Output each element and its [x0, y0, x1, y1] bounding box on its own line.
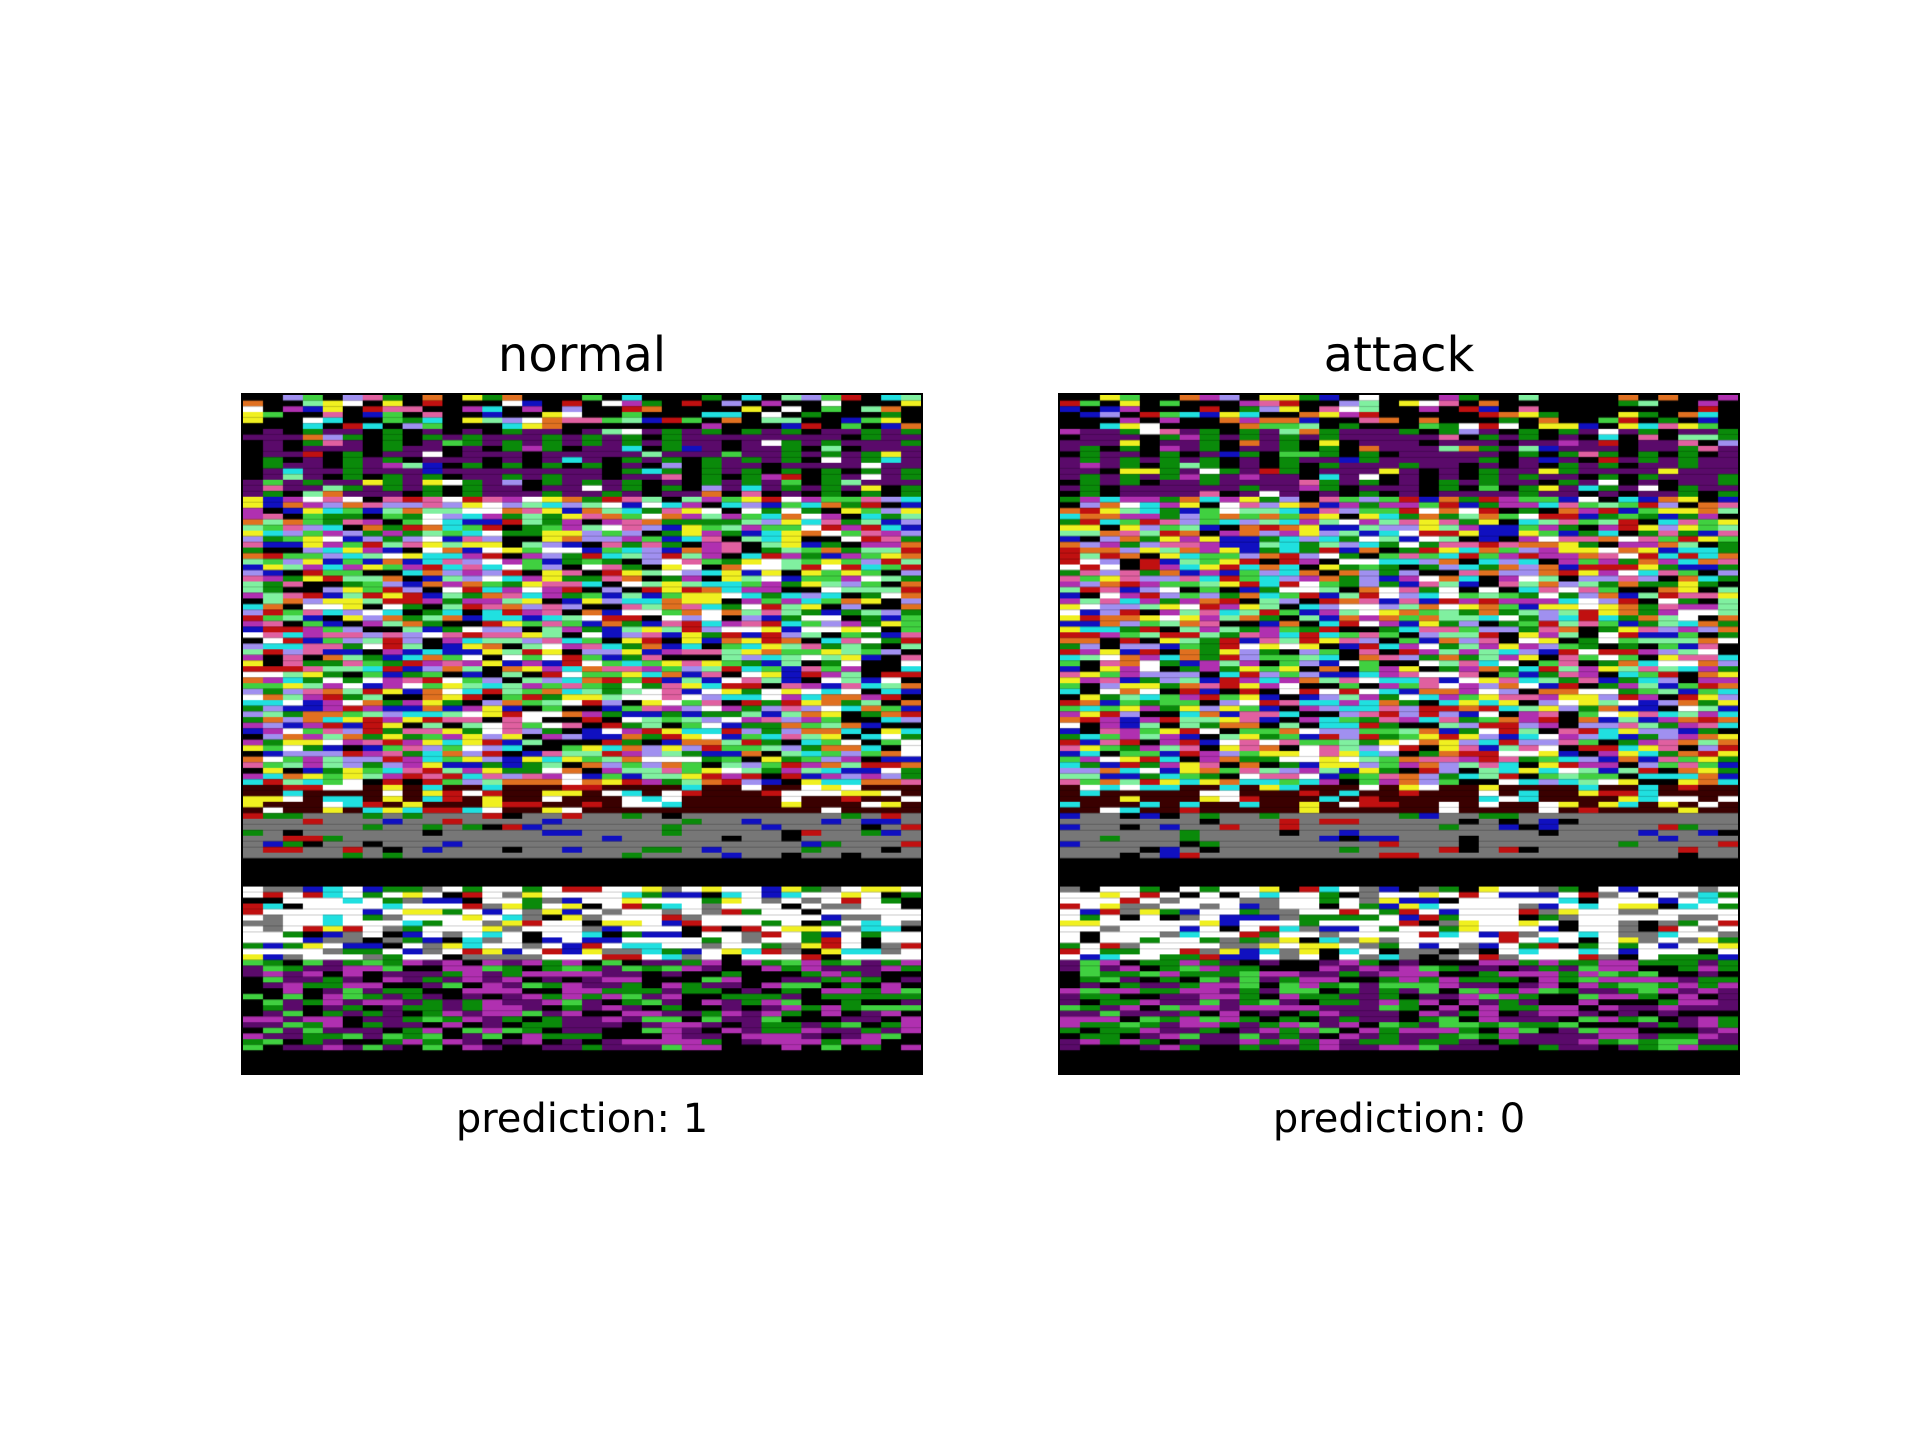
pixel-image-attack	[1058, 393, 1740, 1075]
panel-normal: normal prediction: 1	[241, 331, 923, 1151]
panel-title: attack	[1323, 327, 1475, 383]
pixel-image-normal	[241, 393, 923, 1075]
pixel-canvas	[1060, 395, 1738, 1073]
panel-attack: attack prediction: 0	[1058, 331, 1740, 1151]
panel-title: normal	[497, 327, 667, 383]
prediction-caption: prediction: 0	[1272, 1096, 1526, 1142]
pixel-canvas	[243, 395, 921, 1073]
prediction-caption: prediction: 1	[455, 1096, 709, 1142]
